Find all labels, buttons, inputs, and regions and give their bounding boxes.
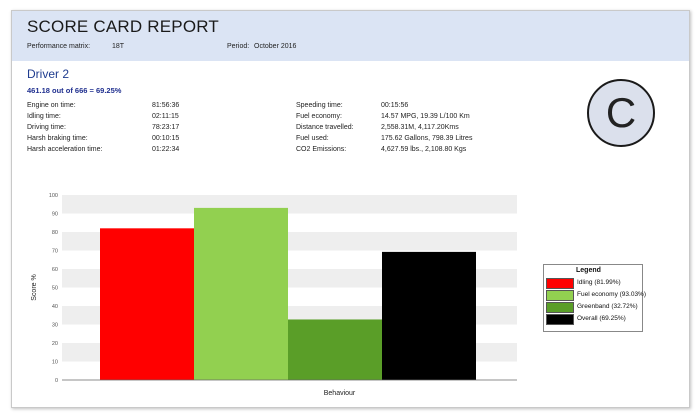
- legend-label-idling: Idling (81.99%): [577, 279, 621, 286]
- fuel-economy-label: Fuel economy:: [296, 113, 342, 120]
- chart-legend: Legend Idling (81.99%) Fuel economy (93.…: [543, 264, 647, 332]
- speeding-time-value: 00:15:56: [381, 102, 409, 109]
- engine-on-time-value: 81:56:36: [152, 102, 180, 109]
- grade-letter: C: [605, 89, 637, 136]
- harsh-acceleration-time-label: Harsh acceleration time:: [27, 146, 103, 153]
- distance-travelled-label: Distance travelled:: [296, 124, 354, 131]
- distance-travelled-value: 2,558.31M, 4,117.20Kms: [381, 124, 459, 131]
- y-tick-label: 100: [49, 193, 58, 199]
- y-tick-label: 10: [52, 360, 58, 366]
- bar-idling: [100, 228, 194, 380]
- period-label: Period:: [227, 43, 250, 50]
- report-title: SCORE CARD REPORT: [27, 17, 220, 36]
- y-tick-label: 70: [52, 249, 58, 255]
- y-tick-label: 30: [52, 323, 58, 329]
- y-tick-label: 0: [55, 378, 58, 384]
- report-header: SCORE CARD REPORT Performance matrix: 18…: [12, 11, 689, 61]
- y-tick-label: 50: [52, 286, 58, 292]
- legend-swatch-greenband: [546, 302, 574, 313]
- fuel-economy-value: 14.57 MPG, 19.39 L/100 Km: [381, 113, 470, 120]
- y-tick-label: 90: [52, 212, 58, 218]
- y-tick-label: 80: [52, 230, 58, 236]
- driver-score: 461.18 out of 666 = 69.25%: [27, 86, 122, 95]
- y-tick-label: 20: [52, 341, 58, 347]
- co2-emissions-value: 4,627.59 lbs., 2,108.80 Kgs: [381, 146, 467, 153]
- legend-label-greenband: Greenband (32.72%): [577, 303, 638, 310]
- x-axis-label: Behaviour: [324, 390, 356, 397]
- driving-time-label: Driving time:: [27, 124, 66, 131]
- legend-label-fuel-economy: Fuel economy (93.03%): [577, 291, 647, 298]
- idling-time-value: 02:11:15: [152, 113, 179, 120]
- grid-band: [62, 195, 517, 214]
- y-tick-label: 40: [52, 304, 58, 310]
- legend-swatch-overall: [546, 314, 574, 325]
- bar-fuel-economy: [194, 207, 288, 380]
- legend-label-overall: Overall (69.25%): [577, 315, 626, 322]
- driver-name: Driver 2: [27, 67, 70, 81]
- fuel-used-label: Fuel used:: [296, 135, 329, 142]
- legend-swatch-fuel-economy: [546, 290, 574, 301]
- performance-matrix-value: 18T: [112, 43, 125, 50]
- co2-emissions-label: CO2 Emissions:: [296, 146, 347, 153]
- harsh-braking-time-value: 00:10:15: [152, 135, 180, 142]
- y-tick-label: 60: [52, 267, 58, 273]
- fuel-used-value: 175.62 Gallons, 798.39 Litres: [381, 135, 473, 142]
- legend-swatch-idling: [546, 278, 574, 289]
- score-card-report: SCORE CARD REPORT Performance matrix: 18…: [11, 10, 690, 408]
- bar-overall: [382, 251, 476, 380]
- period-value: October 2016: [254, 43, 297, 50]
- performance-matrix-label: Performance matrix:: [27, 43, 91, 50]
- grade-badge: C: [587, 79, 655, 147]
- harsh-acceleration-time-value: 01:22:34: [152, 146, 180, 153]
- legend-title: Legend: [576, 267, 601, 274]
- score-chart: 0 10 20 30 40 50 60 70 80 90 100 Score % Behaviour: [12, 171, 689, 401]
- driving-time-value: 78:23:17: [152, 124, 180, 131]
- engine-on-time-label: Engine on time:: [27, 102, 76, 109]
- bar-greenband: [288, 319, 382, 380]
- idling-time-label: Idling time:: [27, 113, 61, 120]
- speeding-time-label: Speeding time:: [296, 102, 343, 109]
- y-axis-label: Score %: [31, 274, 38, 300]
- bar-chart: 0 10 20 30 40 50 60 70 80 90 100 Score % Behaviour: [31, 193, 517, 397]
- harsh-braking-time-label: Harsh braking time:: [27, 135, 88, 142]
